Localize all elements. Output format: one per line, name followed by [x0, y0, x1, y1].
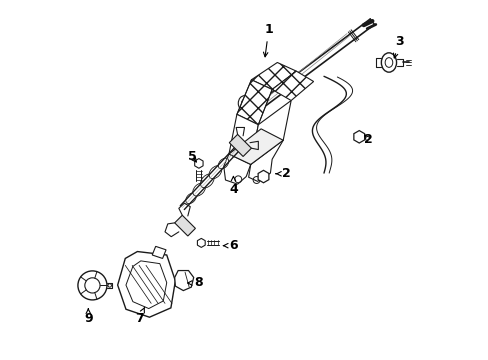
- Text: 3: 3: [393, 35, 403, 58]
- Text: 4: 4: [228, 176, 237, 196]
- Ellipse shape: [236, 141, 244, 150]
- Text: 8: 8: [187, 276, 203, 289]
- Text: 7: 7: [134, 307, 144, 325]
- Polygon shape: [152, 246, 166, 258]
- Ellipse shape: [234, 176, 241, 183]
- Ellipse shape: [241, 99, 247, 107]
- Ellipse shape: [108, 284, 111, 287]
- Ellipse shape: [238, 96, 250, 111]
- Ellipse shape: [282, 83, 287, 90]
- Ellipse shape: [199, 240, 203, 245]
- Polygon shape: [194, 158, 203, 168]
- Text: 9: 9: [84, 309, 92, 325]
- Ellipse shape: [355, 133, 362, 140]
- Ellipse shape: [78, 271, 107, 300]
- Text: 1: 1: [263, 23, 272, 57]
- Polygon shape: [229, 134, 251, 157]
- Polygon shape: [272, 71, 313, 100]
- Ellipse shape: [200, 174, 214, 188]
- Ellipse shape: [180, 219, 186, 226]
- Polygon shape: [236, 80, 272, 125]
- Polygon shape: [251, 63, 296, 89]
- Ellipse shape: [385, 58, 392, 67]
- Polygon shape: [174, 215, 195, 236]
- Polygon shape: [228, 114, 258, 165]
- Text: 5: 5: [187, 150, 196, 163]
- Polygon shape: [353, 131, 364, 143]
- Polygon shape: [118, 252, 175, 317]
- Text: 2: 2: [363, 133, 372, 146]
- Polygon shape: [258, 170, 268, 183]
- Ellipse shape: [196, 161, 201, 166]
- Polygon shape: [228, 129, 283, 165]
- Polygon shape: [126, 261, 166, 309]
- Ellipse shape: [279, 80, 290, 94]
- Ellipse shape: [181, 221, 189, 230]
- Ellipse shape: [260, 173, 266, 180]
- Ellipse shape: [185, 193, 196, 204]
- Text: 6: 6: [223, 239, 237, 252]
- Ellipse shape: [192, 183, 205, 196]
- Ellipse shape: [84, 278, 100, 293]
- Ellipse shape: [381, 53, 396, 72]
- Ellipse shape: [208, 166, 221, 179]
- Polygon shape: [174, 271, 193, 291]
- Ellipse shape: [218, 158, 228, 169]
- Text: 2: 2: [275, 167, 290, 180]
- Polygon shape: [250, 100, 290, 165]
- Polygon shape: [197, 238, 205, 247]
- Ellipse shape: [253, 176, 260, 184]
